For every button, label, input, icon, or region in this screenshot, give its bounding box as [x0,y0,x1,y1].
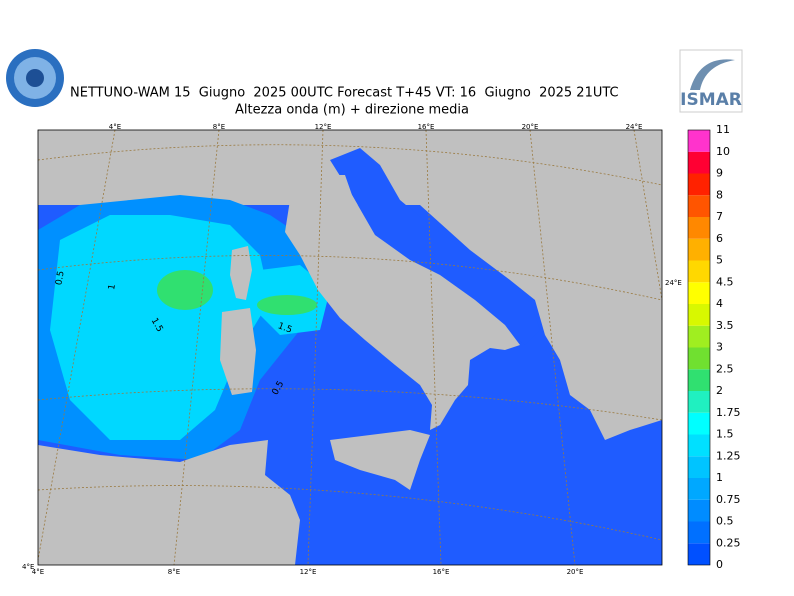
colorbar-segment [688,434,710,457]
contour-label: 0.5 [54,270,66,286]
colorbar-label: 0 [716,558,723,571]
colorbar-label: 8 [716,188,723,201]
colorbar-segment [688,391,710,413]
colorbar-label: 1.75 [716,406,741,419]
colorbar-label: 1.5 [716,428,734,441]
colorbar-label: 0.25 [716,536,741,549]
colorbar-frame [687,129,711,566]
colorbar-label: 7 [716,210,723,223]
colorbar-segment [688,499,710,522]
colorbar-label: 9 [716,167,723,180]
lon-label-top: 8°E [213,123,225,131]
colorbar-segment [688,282,710,304]
lon-label-bottom: 8°E [168,568,180,576]
colorbar-label: 2.5 [716,362,734,375]
lon-label-top: 16°E [418,123,435,131]
colorbar-segment [688,151,710,174]
colorbar-label: 4.5 [716,275,734,288]
colorbar-label: 0.75 [716,493,741,506]
colorbar-label: 2 [716,384,723,397]
map [37,129,663,566]
colorbar-segment [688,369,710,391]
lon-label-top: 24°E [626,123,643,131]
colorbar-label: 5 [716,254,723,267]
lon-label-top: 20°E [522,123,539,131]
colorbar-label: 3 [716,341,723,354]
colorbar-segment [688,238,710,261]
colorbar-segment [688,130,710,152]
contour-label: 1 [107,283,118,290]
colorbar-segment [688,173,710,196]
colorbar-label: 0.5 [716,515,734,528]
contour-label: 1.5 [276,321,293,335]
lon-label-bottom: 12°E [300,568,317,576]
colorbar-segment [688,195,710,217]
lon-label-right: 24°E [665,279,682,287]
logo-left [6,49,64,107]
colorbar-segment [688,217,710,239]
colorbar-segment [688,521,710,544]
logo-text: ISMAR [680,90,742,110]
colorbar-segment [688,543,710,565]
corner-label: 4°E [22,563,34,571]
lon-label-top: 4°E [109,123,121,131]
colorbar-segment [688,478,710,500]
colorbar-label: 3.5 [716,319,734,332]
lon-label-bottom: 20°E [567,568,584,576]
lon-label-bottom: 4°E [32,568,44,576]
colorbar-segment [688,325,710,348]
colorbar-label: 1 [716,471,723,484]
colorbar-segment [688,347,710,370]
lon-label-bottom: 16°E [433,568,450,576]
colorbar-segment [688,412,710,435]
colorbar-label: 4 [716,297,723,310]
colorbar-label: 6 [716,232,723,245]
colorbar-label: 1.25 [716,449,741,462]
subtitle: Altezza onda (m) + direzione media [235,103,469,118]
colorbar-segment [688,456,710,478]
colorbar-label: 11 [716,123,730,136]
title: NETTUNO-WAM 15 Giugno 2025 00UTC Forecas… [70,86,619,101]
logo-right: ISMAR [679,49,743,113]
lon-label-top: 12°E [315,123,332,131]
colorbar-label: 10 [716,145,730,158]
colorbar-segment [688,304,710,326]
colorbar-segment [688,260,710,283]
